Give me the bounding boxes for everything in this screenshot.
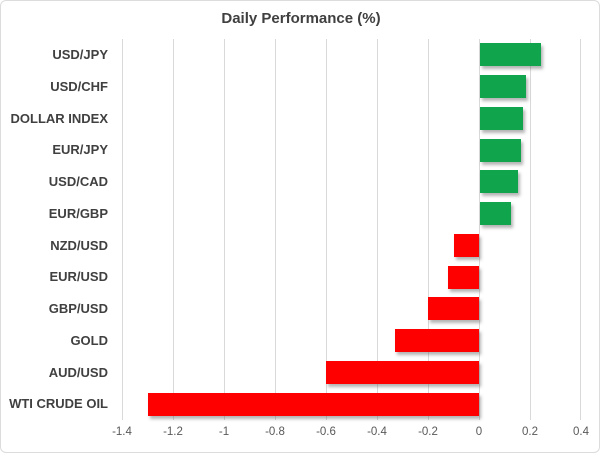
x-tick-label: -0.4 — [367, 426, 387, 438]
bar-usd-jpy — [480, 43, 542, 67]
category-label: AUD/USD — [48, 364, 108, 380]
category-label: EUR/GBP — [48, 205, 108, 221]
category-axis-labels: USD/JPY USD/CHF DOLLAR INDEX EUR/JPY USD/CAD… — [1, 39, 108, 420]
gridline — [173, 39, 174, 420]
category-label: WTI CRUDE OIL — [9, 396, 108, 412]
bar-usd-chf — [480, 75, 526, 99]
category-label: GOLD — [70, 332, 108, 348]
category-label: NZD/USD — [50, 237, 108, 253]
category-label: USD/CHF — [50, 78, 108, 94]
x-tick-label: -0.6 — [316, 426, 336, 438]
gridline — [580, 39, 581, 420]
bar-usd-cad — [480, 170, 519, 194]
gridline — [122, 39, 123, 420]
plot-area — [122, 39, 581, 420]
x-tick-label: 0.4 — [573, 426, 589, 438]
gridline — [428, 39, 429, 420]
x-tick-label: -1.2 — [163, 426, 183, 438]
bar-eur-jpy — [480, 138, 521, 162]
chart-title: Daily Performance (%) — [221, 10, 381, 27]
category-label: DOLLAR INDEX — [10, 110, 109, 126]
gridline — [224, 39, 225, 420]
x-tick-label: -1.4 — [112, 426, 132, 438]
gridline — [326, 39, 327, 420]
category-label: USD/CAD — [48, 174, 108, 189]
category-label: GBP/USD — [48, 301, 108, 316]
bar-gbp-usd — [428, 297, 479, 321]
gridline — [530, 39, 531, 420]
category-label: EUR/USD — [49, 269, 108, 285]
bar-wti-crude-oil — [147, 392, 479, 416]
bar-aud-usd — [326, 360, 479, 384]
bar-dollar-index — [480, 106, 524, 130]
value-axis-labels: -1.4 -1.2 -1 -0.8 -0.6 -0.4 -0.2 0 0.2 0.4 — [1, 426, 599, 446]
bar-eur-usd — [448, 265, 479, 289]
x-tick-label: -0.8 — [265, 426, 285, 438]
category-label: USD/JPY — [52, 47, 108, 62]
bar-nzd-usd — [453, 233, 479, 257]
gridline — [275, 39, 276, 420]
category-label: EUR/JPY — [52, 142, 108, 158]
x-tick-label: 0.2 — [522, 426, 538, 438]
x-tick-label: -1 — [218, 426, 230, 438]
x-tick-label: 0 — [475, 426, 483, 438]
x-tick-label: -0.2 — [418, 426, 438, 438]
gridline — [377, 39, 378, 420]
gridline — [479, 39, 480, 420]
bar-gold — [394, 329, 479, 353]
bar-eur-gbp — [480, 202, 511, 226]
